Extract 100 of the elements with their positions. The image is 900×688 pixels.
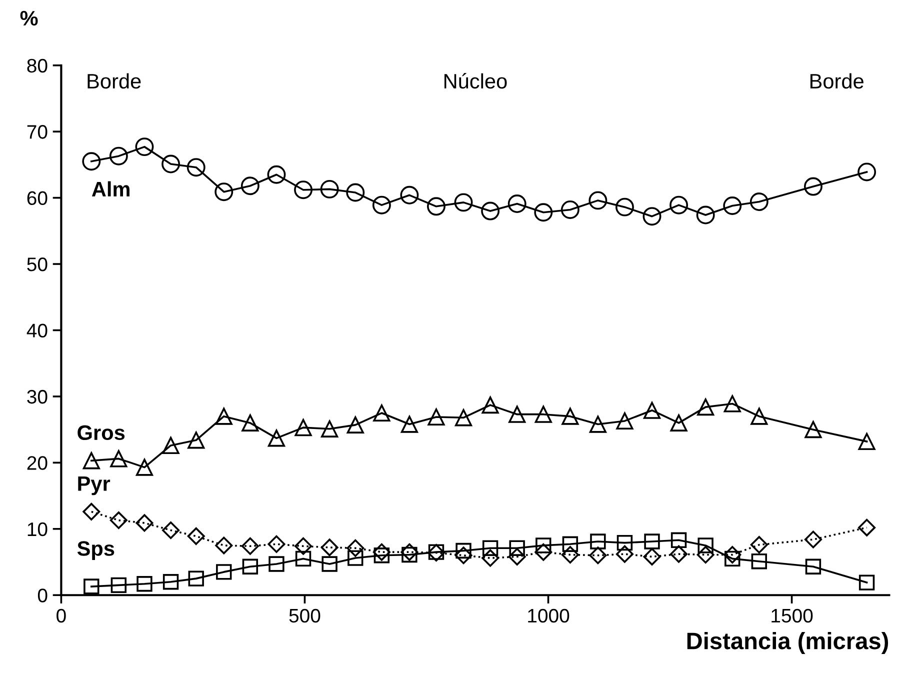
point <box>508 194 526 213</box>
point <box>268 430 286 447</box>
point <box>109 146 128 166</box>
point <box>267 165 286 184</box>
point <box>400 186 419 204</box>
point <box>348 550 364 566</box>
point <box>750 408 768 425</box>
point <box>216 564 232 580</box>
annotation: Borde <box>88 73 141 89</box>
point <box>508 548 526 566</box>
point <box>616 412 634 430</box>
point <box>751 554 768 570</box>
point <box>750 192 768 212</box>
point <box>162 436 180 454</box>
point <box>670 414 688 432</box>
point <box>162 154 180 174</box>
point <box>589 546 607 564</box>
point <box>642 207 662 226</box>
point <box>536 538 552 554</box>
point <box>241 537 259 555</box>
x-tick-label: 0 <box>56 608 66 623</box>
y-tick-label: 20 <box>27 456 48 470</box>
point <box>643 548 661 566</box>
point <box>723 196 742 215</box>
point <box>136 514 154 532</box>
point <box>136 576 152 592</box>
point <box>482 396 499 414</box>
point <box>534 203 553 222</box>
point <box>295 550 312 567</box>
point <box>84 578 100 594</box>
y-tick-label: 80 <box>27 58 48 73</box>
point <box>294 180 313 200</box>
y-tick-label: 60 <box>27 191 48 206</box>
point <box>804 177 822 196</box>
point <box>481 202 500 220</box>
point <box>188 432 205 449</box>
y-tick-label: 50 <box>27 257 48 272</box>
point <box>670 196 688 214</box>
annotation: Borde <box>810 73 864 89</box>
point <box>426 197 446 216</box>
point <box>561 546 579 564</box>
point <box>534 543 552 561</box>
point <box>697 398 714 416</box>
point <box>294 419 312 436</box>
point <box>644 534 660 550</box>
series-label: Gros <box>78 425 125 440</box>
point <box>110 577 127 594</box>
point <box>858 162 876 182</box>
point <box>696 546 714 564</box>
point <box>162 574 179 590</box>
series-label: Pyr <box>78 476 110 496</box>
x-tick-label: 1000 <box>528 608 570 623</box>
point <box>402 546 418 563</box>
point <box>321 420 338 438</box>
point <box>242 558 258 574</box>
point <box>372 543 390 561</box>
point <box>374 548 390 564</box>
series-label: Alm <box>92 181 130 196</box>
point <box>400 416 418 433</box>
point <box>82 452 100 470</box>
point <box>643 402 661 419</box>
point <box>188 570 204 586</box>
point <box>346 183 365 202</box>
point <box>322 556 338 572</box>
point <box>320 180 339 198</box>
point <box>562 408 579 425</box>
point <box>590 534 606 550</box>
point <box>858 432 876 450</box>
point <box>214 182 234 202</box>
y-tick-label: 40 <box>26 324 48 338</box>
point <box>240 176 260 196</box>
point <box>186 158 206 177</box>
point <box>616 534 633 551</box>
point <box>372 196 391 214</box>
y-tick-label: 70 <box>27 125 48 139</box>
point <box>724 395 741 412</box>
point <box>696 206 715 224</box>
point <box>698 538 714 554</box>
point <box>670 532 687 548</box>
point <box>110 512 128 530</box>
x-tick-label: 500 <box>289 608 320 623</box>
point <box>670 545 688 563</box>
point <box>482 540 498 556</box>
point <box>135 138 154 156</box>
point <box>804 530 822 548</box>
point <box>508 406 526 423</box>
point <box>428 408 445 426</box>
point <box>750 536 768 554</box>
point <box>482 549 500 567</box>
y-tick-label: 0 <box>38 588 48 602</box>
point <box>187 527 205 545</box>
point <box>616 545 634 563</box>
point <box>136 458 154 476</box>
point <box>858 518 876 536</box>
point <box>294 537 312 555</box>
point <box>456 542 472 559</box>
point <box>588 191 608 210</box>
point <box>82 502 100 520</box>
annotation: Núcleo <box>444 73 507 89</box>
point <box>454 409 472 426</box>
